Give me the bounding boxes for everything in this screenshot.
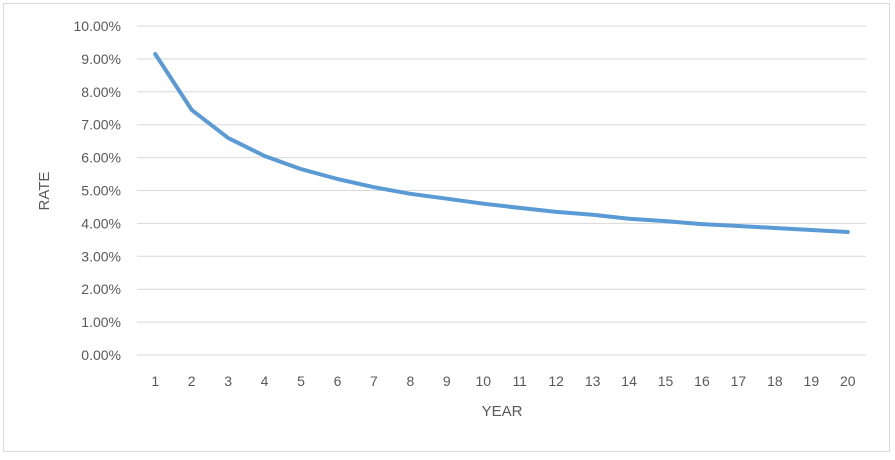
x-tick-label: 2 — [188, 373, 196, 389]
x-tick-label: 18 — [767, 373, 783, 389]
x-tick-label: 8 — [406, 373, 414, 389]
x-tick-label: 7 — [370, 373, 378, 389]
y-tick-label: 6.00% — [81, 150, 121, 166]
x-tick-label: 15 — [658, 373, 674, 389]
x-tick-label: 13 — [585, 373, 601, 389]
x-tick-label: 3 — [224, 373, 232, 389]
y-tick-label: 8.00% — [81, 84, 121, 100]
y-tick-label: 7.00% — [81, 117, 121, 133]
x-axis-title: YEAR — [482, 403, 523, 420]
x-axis-ticks: 1 2 3 4 5 6 7 8 9 10 11 12 13 14 15 16 17 18 19 20 — [151, 373, 855, 389]
y-axis-ticks: 0.00% 1.00% 2.00% 3.00% 4.00% 5.00% 6.00% 7.00%… — [74, 18, 121, 363]
x-tick-label: 19 — [804, 373, 820, 389]
x-tick-label: 10 — [475, 373, 491, 389]
y-tick-label: 0.00% — [81, 347, 121, 363]
x-tick-label: 14 — [621, 373, 637, 389]
y-tick-label: 9.00% — [81, 51, 121, 67]
x-tick-label: 9 — [443, 373, 451, 389]
x-tick-label: 20 — [840, 373, 856, 389]
x-tick-label: 16 — [694, 373, 710, 389]
y-tick-label: 5.00% — [81, 183, 121, 199]
x-tick-label: 1 — [151, 373, 159, 389]
y-tick-label: 2.00% — [81, 281, 121, 297]
y-tick-label: 10.00% — [74, 18, 121, 34]
y-tick-label: 1.00% — [81, 314, 121, 330]
series-line — [153, 52, 850, 234]
y-axis-title: RATE — [36, 172, 53, 211]
gridlines — [137, 25, 866, 356]
y-tick-label: 4.00% — [81, 215, 121, 231]
x-tick-label: 4 — [261, 373, 269, 389]
y-tick-label: 3.00% — [81, 248, 121, 264]
x-tick-label: 6 — [334, 373, 342, 389]
x-tick-label: 11 — [512, 373, 527, 389]
x-tick-label: 5 — [297, 373, 305, 389]
x-tick-label: 17 — [731, 373, 747, 389]
series-group — [153, 52, 850, 234]
x-tick-label: 12 — [548, 373, 564, 389]
